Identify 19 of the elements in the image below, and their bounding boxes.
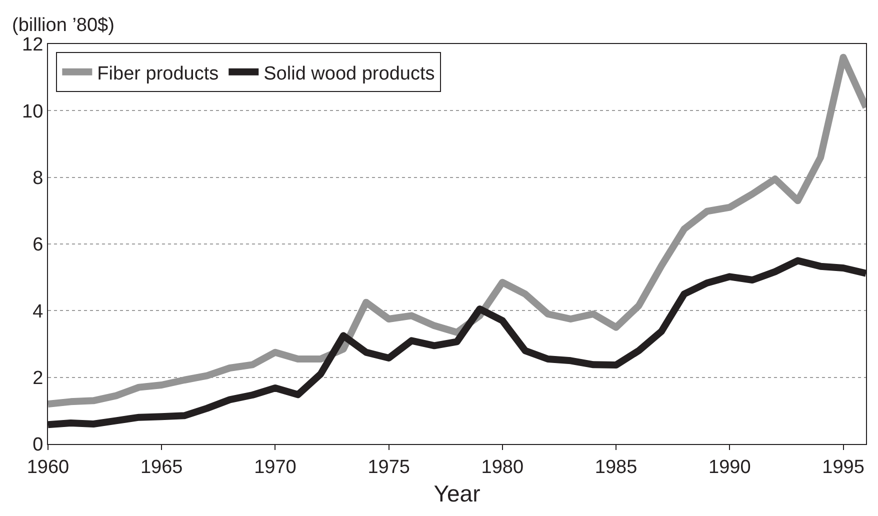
y-axis-title: (billion ’80$) <box>12 15 114 36</box>
x-tick-label: 1970 <box>254 456 296 478</box>
y-tick-label: 8 <box>32 168 44 189</box>
x-tick-label: 1990 <box>708 456 751 478</box>
legend-label: Fiber products <box>97 63 219 84</box>
y-tick-label: 10 <box>22 101 44 122</box>
x-tick-label: 1980 <box>481 456 524 478</box>
y-tick-label: 0 <box>32 434 44 456</box>
x-axis-title: Year <box>434 480 481 506</box>
x-tick-label: 1975 <box>368 456 410 478</box>
x-tick-label: 1995 <box>822 456 864 478</box>
y-tick-label: 4 <box>32 301 44 322</box>
legend-label: Solid wood products <box>264 63 435 84</box>
x-tick-label: 1965 <box>140 456 183 478</box>
y-tick-label: 2 <box>32 368 44 389</box>
y-tick-label: 6 <box>32 234 44 256</box>
y-tick-label: 12 <box>22 34 44 56</box>
x-tick-label: 1960 <box>26 456 70 478</box>
x-tick-label: 1985 <box>594 456 638 478</box>
